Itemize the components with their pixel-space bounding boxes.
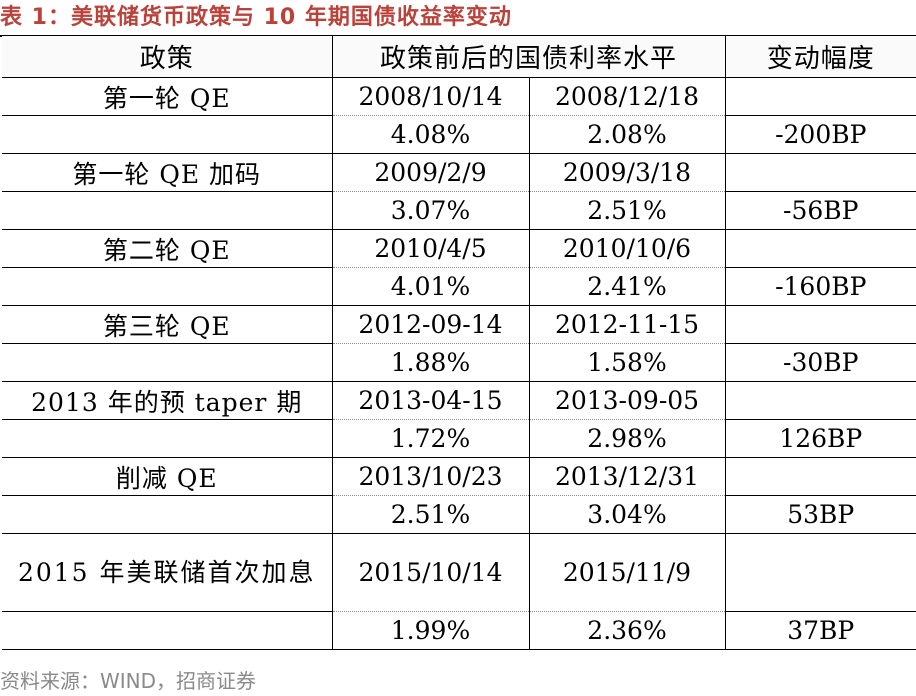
date-after-cell: 2010/10/6 — [529, 229, 726, 268]
rate-before-cell: 4.01% — [332, 267, 530, 306]
table-title: 表 1：美联储货币政策与 10 年期国债收益率变动 — [0, 5, 512, 30]
policy-yield-table: 政策 政策前后的国债利率水平 变动幅度 第一轮 QE 2008/10/14 20… — [2, 36, 916, 650]
policy-cell: 2013 年的预 taper 期 — [2, 381, 333, 420]
table-row: 1.88% 1.58% -30BP — [2, 343, 916, 382]
policy-cell: 第二轮 QE — [2, 229, 333, 268]
date-after-cell: 2008/12/18 — [529, 77, 726, 116]
rate-after-cell: 2.36% — [529, 611, 726, 650]
policy-cell: 第一轮 QE 加码 — [2, 153, 333, 192]
change-cell-top — [725, 229, 916, 268]
table-row: 4.01% 2.41% -160BP — [2, 267, 916, 306]
policy-cell-blank — [2, 343, 333, 382]
table-row: 2015 年美联储首次加息 2015/10/14 2015/11/9 — [2, 533, 916, 612]
policy-cell: 第三轮 QE — [2, 305, 333, 344]
date-after-cell: 2013/12/31 — [529, 457, 726, 496]
policy-cell-blank — [2, 267, 333, 306]
table-row: 1.99% 2.36% 37BP — [2, 611, 916, 650]
source-note: 资料来源：WIND，招商证券 — [0, 669, 257, 693]
table-row: 第三轮 QE 2012-09-14 2012-11-15 — [2, 305, 916, 344]
header-change: 变动幅度 — [725, 36, 916, 78]
rate-before-cell: 1.99% — [332, 611, 530, 650]
date-after-cell: 2012-11-15 — [529, 305, 726, 344]
change-cell: 37BP — [725, 611, 916, 650]
change-cell: 126BP — [725, 419, 916, 458]
change-cell: -200BP — [725, 115, 916, 154]
date-after-cell: 2009/3/18 — [529, 153, 726, 192]
policy-cell-blank — [2, 419, 333, 458]
date-before-cell: 2012-09-14 — [332, 305, 530, 344]
date-after-cell: 2015/11/9 — [529, 533, 726, 612]
date-before-cell: 2008/10/14 — [332, 77, 530, 116]
table-row: 第一轮 QE 加码 2009/2/9 2009/3/18 — [2, 153, 916, 192]
date-before-cell: 2013/10/23 — [332, 457, 530, 496]
date-before-cell: 2015/10/14 — [332, 533, 530, 612]
rate-after-cell: 2.08% — [529, 115, 726, 154]
policy-cell-blank — [2, 611, 333, 650]
change-cell-top — [725, 533, 916, 612]
table-row: 削减 QE 2013/10/23 2013/12/31 — [2, 457, 916, 496]
table-row: 2013 年的预 taper 期 2013-04-15 2013-09-05 — [2, 381, 916, 420]
rate-before-cell: 1.88% — [332, 343, 530, 382]
policy-cell: 削减 QE — [2, 457, 333, 496]
change-cell-top — [725, 457, 916, 496]
rate-before-cell: 3.07% — [332, 191, 530, 230]
rate-after-cell: 2.51% — [529, 191, 726, 230]
change-cell: -56BP — [725, 191, 916, 230]
date-before-cell: 2009/2/9 — [332, 153, 530, 192]
header-rate-level: 政策前后的国债利率水平 — [332, 36, 726, 78]
table-row: 1.72% 2.98% 126BP — [2, 419, 916, 458]
date-before-cell: 2013-04-15 — [332, 381, 530, 420]
rate-after-cell: 3.04% — [529, 495, 726, 534]
table-row: 第二轮 QE 2010/4/5 2010/10/6 — [2, 229, 916, 268]
rate-after-cell: 2.98% — [529, 419, 726, 458]
table-header-row: 政策 政策前后的国债利率水平 变动幅度 — [2, 36, 916, 78]
policy-cell: 第一轮 QE — [2, 77, 333, 116]
header-policy: 政策 — [2, 36, 333, 78]
policy-cell: 2015 年美联储首次加息 — [2, 533, 333, 612]
change-cell-top — [725, 381, 916, 420]
table-row: 2.51% 3.04% 53BP — [2, 495, 916, 534]
rate-before-cell: 2.51% — [332, 495, 530, 534]
rate-before-cell: 4.08% — [332, 115, 530, 154]
change-cell: -160BP — [725, 267, 916, 306]
rate-after-cell: 2.41% — [529, 267, 726, 306]
table-row: 3.07% 2.51% -56BP — [2, 191, 916, 230]
date-after-cell: 2013-09-05 — [529, 381, 726, 420]
policy-cell-blank — [2, 191, 333, 230]
change-cell-top — [725, 77, 916, 116]
change-cell-top — [725, 153, 916, 192]
table-row: 4.08% 2.08% -200BP — [2, 115, 916, 154]
change-cell-top — [725, 305, 916, 344]
policy-cell-blank — [2, 115, 333, 154]
date-before-cell: 2010/4/5 — [332, 229, 530, 268]
table-row: 第一轮 QE 2008/10/14 2008/12/18 — [2, 77, 916, 116]
rate-before-cell: 1.72% — [332, 419, 530, 458]
change-cell: -30BP — [725, 343, 916, 382]
change-cell: 53BP — [725, 495, 916, 534]
rate-after-cell: 1.58% — [529, 343, 726, 382]
policy-cell-blank — [2, 495, 333, 534]
